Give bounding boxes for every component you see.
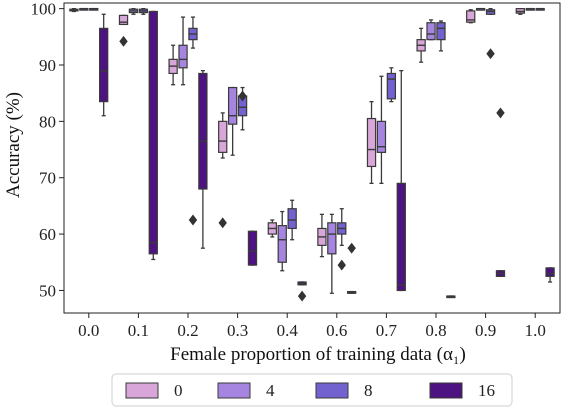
outlier-point (486, 48, 495, 60)
box (436, 22, 446, 41)
box (99, 27, 109, 103)
x-tick-label: 0.4 (277, 321, 299, 340)
outlier-point (347, 242, 356, 254)
outlier-point (297, 290, 307, 302)
series-16 (99, 10, 555, 302)
legend: 0 4 8 16 (111, 373, 513, 407)
outlier-point (337, 259, 346, 271)
box (218, 120, 228, 153)
y-tick-label: 70 (39, 169, 56, 188)
legend-swatch (217, 382, 251, 399)
outlier-point (119, 35, 128, 47)
series-8 (89, 7, 545, 271)
y-tick-label: 100 (31, 0, 57, 19)
x-tick-label: 0.7 (376, 321, 398, 340)
x-axis-label: Female proportion of training data (α₁) (170, 344, 466, 365)
y-axis-label: Accuracy (%) (3, 92, 24, 198)
box (247, 230, 258, 266)
y-tick-label: 80 (39, 112, 56, 131)
series-0 (69, 7, 525, 258)
legend-label: 4 (266, 381, 275, 400)
box (287, 208, 297, 230)
legend-frame (111, 373, 513, 407)
outlier-point (218, 217, 227, 229)
box (386, 72, 397, 100)
box (118, 14, 129, 26)
legend-label: 16 (478, 381, 495, 400)
box (277, 225, 287, 263)
axes-layer: 50 60 70 80 90 100 0.0 0.1 0.2 0.3 0.4 0.6 0.7 0.8 0.9… (31, 0, 561, 340)
outlier-point (238, 90, 247, 102)
x-tick-label: 0.9 (475, 321, 496, 340)
x-tick-label: 0.8 (425, 321, 446, 340)
legend-label: 0 (174, 381, 183, 400)
x-tick-label: 0.0 (78, 321, 99, 340)
box (366, 117, 377, 168)
box (327, 222, 337, 255)
boxes-layer (69, 7, 555, 302)
x-tick-label: 0.6 (326, 321, 347, 340)
legend-swatch (125, 382, 159, 399)
legend-swatch (429, 382, 463, 399)
box (178, 44, 188, 69)
x-tick-label: 0.2 (177, 321, 198, 340)
legend-swatch (315, 382, 349, 399)
y-tick-label: 90 (39, 56, 56, 75)
box (466, 10, 476, 23)
outlier-point (188, 214, 198, 226)
x-tick-label: 1.0 (525, 321, 546, 340)
y-tick-label: 60 (39, 225, 56, 244)
outlier-point (496, 107, 505, 119)
box (396, 182, 406, 292)
box (545, 267, 555, 277)
box (198, 72, 208, 190)
y-tick-label: 50 (39, 281, 56, 300)
x-tick-label: 0.3 (227, 321, 248, 340)
series-4 (79, 7, 535, 294)
plot-frame (63, 2, 561, 314)
x-tick-label: 0.1 (128, 321, 149, 340)
legend-label: 8 (364, 381, 373, 400)
box (376, 120, 387, 153)
box (227, 86, 238, 125)
box (426, 22, 436, 41)
box (148, 10, 158, 255)
